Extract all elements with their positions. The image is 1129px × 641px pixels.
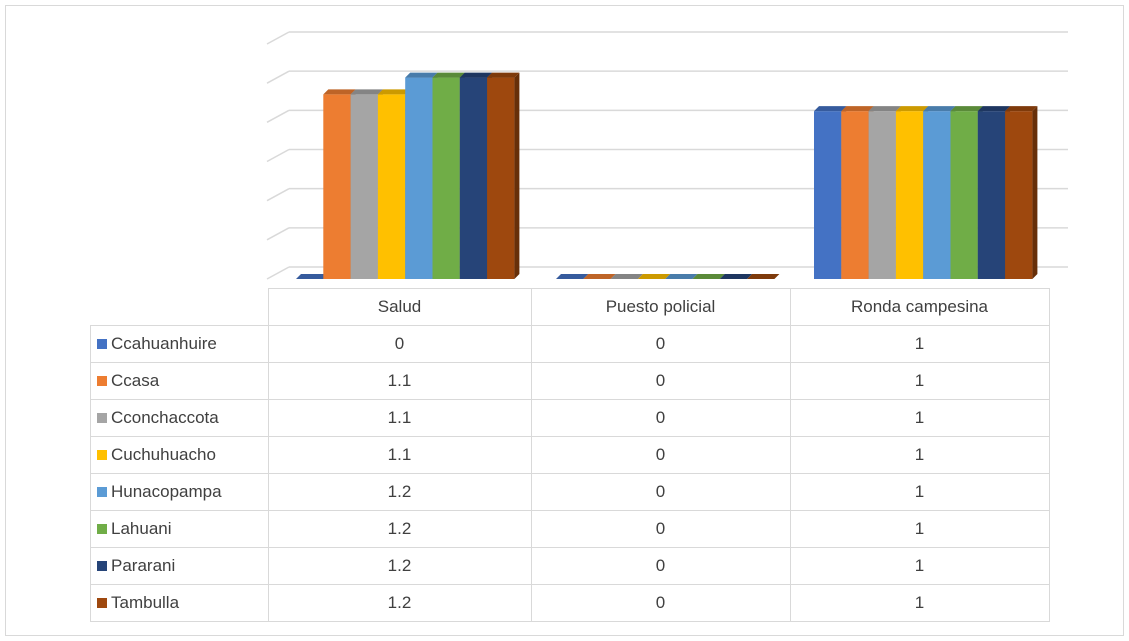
table-row: Ccasa 1.1 0 1 xyxy=(90,362,1050,400)
bar-hunacopampa-1 xyxy=(665,274,698,279)
bar-pararani-1 xyxy=(719,274,753,279)
table-cell: 1 xyxy=(789,473,1050,511)
legend-entry: Ccasa xyxy=(90,362,269,400)
table-cell: 0 xyxy=(530,362,791,400)
legend-entry: Tambulla xyxy=(90,584,269,622)
legend-key-icon xyxy=(97,339,107,349)
bar-ccasa-1 xyxy=(583,274,616,279)
table-cell: 1.1 xyxy=(267,362,532,400)
legend-entry: Cconchaccota xyxy=(90,399,269,437)
series-name: Tambulla xyxy=(111,593,180,612)
data-table: Salud Puesto policial Ronda campesina Ccah… xyxy=(90,288,1050,622)
table-header-cell: Ronda campesina xyxy=(789,288,1050,326)
gridline-side xyxy=(266,70,290,84)
gridline-side xyxy=(266,188,290,202)
table-row: Cuchuhuacho 1.1 0 1 xyxy=(90,436,1050,474)
table-row: Tambulla 1.2 0 1 xyxy=(90,584,1050,622)
series-name: Ccasa xyxy=(111,371,160,390)
bar-tambulla-2 xyxy=(1005,106,1038,280)
table-cell: 0 xyxy=(530,325,791,363)
legend-entry: Hunacopampa xyxy=(90,473,269,511)
table-header-cell: Puesto policial xyxy=(530,288,791,326)
table-row: Pararani 1.2 0 1 xyxy=(90,547,1050,585)
table-cell: 0 xyxy=(530,584,791,622)
series-name: Lahuani xyxy=(111,519,172,538)
series-name: Cconchaccota xyxy=(111,408,219,427)
series-name: Hunacopampa xyxy=(111,482,222,501)
table-row: Cconchaccota 1.1 0 1 xyxy=(90,399,1050,437)
legend-entry: Pararani xyxy=(90,547,269,585)
series-name: Pararani xyxy=(111,556,176,575)
table-corner xyxy=(90,288,269,326)
table-cell: 1.2 xyxy=(267,584,532,622)
gridline-side xyxy=(266,227,290,241)
bar-cuchuhuacho-1 xyxy=(637,274,671,279)
table-cell: 1 xyxy=(789,510,1050,548)
table-cell: 1 xyxy=(789,362,1050,400)
legend-entry: Lahuani xyxy=(90,510,269,548)
table-cell: 1 xyxy=(789,547,1050,585)
table-cell: 0 xyxy=(530,436,791,474)
legend-key-icon xyxy=(97,376,107,386)
legend-key-icon xyxy=(97,487,107,497)
table-row: Ccahuanhuire 0 0 1 xyxy=(90,325,1050,363)
gridline-side xyxy=(266,266,290,280)
bar-ccahuanhuire-1 xyxy=(556,274,589,279)
bar-tambulla-1 xyxy=(747,274,780,279)
legend-key-icon xyxy=(97,450,107,460)
legend-key-icon xyxy=(97,524,107,534)
bar-ccahuanhuire-0 xyxy=(296,274,329,279)
gridline-side xyxy=(266,109,290,123)
table-cell: 0 xyxy=(530,547,791,585)
legend-entry: Cuchuhuacho xyxy=(90,436,269,474)
table-cell: 1.1 xyxy=(267,436,532,474)
table-header-row: Salud Puesto policial Ronda campesina xyxy=(90,288,1050,326)
bar-cconchaccota-1 xyxy=(610,274,643,279)
table-cell: 1.2 xyxy=(267,547,532,585)
table-cell: 1 xyxy=(789,584,1050,622)
gridline-side xyxy=(266,148,290,163)
table-cell: 1 xyxy=(789,436,1050,474)
bar-lahuani-1 xyxy=(692,274,725,279)
table-cell: 0 xyxy=(267,325,532,363)
legend-key-icon xyxy=(97,413,107,423)
series-name: Cuchuhuacho xyxy=(111,445,216,464)
legend-entry: Ccahuanhuire xyxy=(90,325,269,363)
table-row: Lahuani 1.2 0 1 xyxy=(90,510,1050,548)
series-name: Ccahuanhuire xyxy=(111,334,217,353)
table-cell: 1 xyxy=(789,399,1050,437)
table-cell: 1.2 xyxy=(267,510,532,548)
table-cell: 0 xyxy=(530,473,791,511)
table-cell: 0 xyxy=(530,399,791,437)
table-header-cell: Salud xyxy=(267,288,532,326)
table-cell: 1.2 xyxy=(267,473,532,511)
table-cell: 1.1 xyxy=(267,399,532,437)
table-body: Ccahuanhuire 0 0 1 Ccasa 1.1 0 1 Cconchaccota 1.1… xyxy=(90,325,1050,622)
table-cell: 1 xyxy=(789,325,1050,363)
table-row: Hunacopampa 1.2 0 1 xyxy=(90,473,1050,511)
bars xyxy=(296,72,1038,280)
bar-tambulla-0 xyxy=(487,72,520,279)
legend-key-icon xyxy=(97,561,107,571)
table-cell: 0 xyxy=(530,510,791,548)
legend-key-icon xyxy=(97,598,107,608)
gridline-side xyxy=(266,31,290,45)
